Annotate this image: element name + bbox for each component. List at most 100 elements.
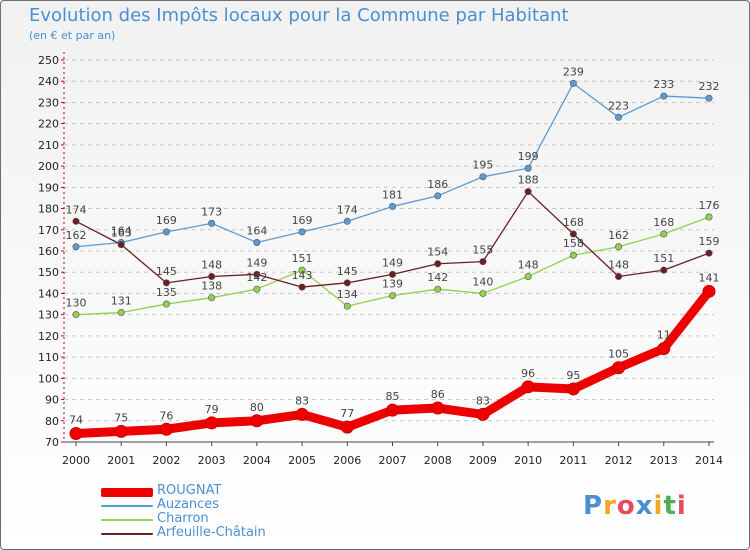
x-tick-label: 2004 (243, 454, 271, 467)
data-label-arfeuille-ch-tain: 149 (246, 256, 267, 269)
data-point-charron (615, 243, 623, 251)
y-tick-label: 230 (38, 96, 59, 109)
y-tick-label: 110 (38, 351, 59, 364)
data-point-rougnat (702, 284, 716, 298)
data-point-arfeuille-ch-tain (208, 272, 216, 280)
data-label-arfeuille-ch-tain: 148 (201, 258, 222, 271)
x-tick-label: 2014 (695, 454, 723, 467)
logo-letter: i (676, 491, 687, 521)
data-label-charron: 142 (427, 271, 448, 284)
data-point-auzances (615, 113, 623, 121)
data-label-charron: 162 (608, 229, 629, 242)
y-tick-label: 70 (45, 436, 59, 449)
data-label-auzances: 173 (201, 205, 222, 218)
data-point-auzances (434, 192, 442, 200)
data-point-charron (479, 289, 487, 297)
data-label-auzances: 181 (382, 188, 403, 201)
data-point-arfeuille-ch-tain (434, 260, 442, 268)
data-point-arfeuille-ch-tain (569, 230, 577, 238)
data-label-rougnat: 76 (159, 409, 173, 422)
data-label-arfeuille-ch-tain: 155 (472, 244, 493, 257)
y-tick-label: 120 (38, 330, 59, 343)
data-point-arfeuille-ch-tain (615, 272, 623, 280)
data-point-rougnat (386, 403, 399, 417)
legend-swatch-arfeuille-chatain (101, 533, 153, 535)
data-point-charron (434, 285, 442, 293)
y-tick-label: 160 (38, 245, 59, 258)
data-point-auzances (343, 217, 351, 225)
data-label-arfeuille-ch-tain: 145 (337, 265, 358, 278)
data-label-rougnat: 75 (114, 411, 128, 424)
logo-letter: x (635, 491, 654, 521)
data-label-arfeuille-ch-tain: 151 (653, 252, 674, 265)
data-label-arfeuille-ch-tain: 168 (563, 216, 584, 229)
x-tick-label: 2008 (424, 454, 452, 467)
y-tick-label: 100 (38, 372, 59, 385)
data-label-auzances: 174 (337, 203, 358, 216)
data-point-rougnat (250, 414, 264, 428)
legend-swatch-auzances (101, 505, 153, 507)
data-label-arfeuille-ch-tain: 143 (292, 269, 313, 282)
data-point-arfeuille-ch-tain (253, 270, 261, 278)
data-label-auzances: 195 (472, 159, 493, 172)
data-label-charron: 148 (518, 258, 539, 271)
x-tick-label: 2010 (514, 454, 542, 467)
data-point-auzances (660, 92, 668, 100)
data-label-arfeuille-ch-tain: 149 (382, 256, 403, 269)
data-point-rougnat (340, 420, 354, 434)
data-point-auzances (388, 202, 396, 210)
data-label-auzances: 164 (246, 225, 267, 238)
legend-swatch-charron (101, 519, 153, 521)
data-label-rougnat: 95 (566, 369, 580, 382)
data-point-auzances (705, 94, 713, 102)
data-point-auzances (569, 79, 577, 87)
data-point-charron (72, 311, 80, 319)
data-label-rougnat: 83 (476, 394, 490, 407)
x-tick-label: 2001 (107, 454, 135, 467)
data-label-charron: 131 (111, 295, 132, 308)
data-point-auzances (72, 243, 80, 251)
data-label-rougnat: 77 (340, 407, 354, 420)
data-labels: 162 164 169 173 164 169 174 181 186 195 199 239 223 2… (66, 65, 720, 426)
data-label-rougnat: 85 (386, 390, 400, 403)
data-point-charron (343, 302, 351, 310)
data-label-charron: 130 (66, 297, 87, 310)
x-tick-label: 2002 (152, 454, 180, 467)
legend-label-rougnat: ROUGNAT (157, 483, 222, 498)
data-label-charron: 134 (337, 288, 358, 301)
y-tick-label: 130 (38, 309, 59, 322)
data-label-rougnat: 80 (250, 401, 264, 414)
x-tick-label: 2006 (333, 454, 361, 467)
data-label-auzances: 186 (427, 178, 448, 191)
data-point-rougnat (566, 382, 580, 396)
data-point-arfeuille-ch-tain (388, 270, 396, 278)
data-label-rougnat: 79 (205, 403, 219, 416)
data-point-arfeuille-ch-tain (524, 188, 532, 196)
data-point-rougnat (476, 407, 490, 421)
data-point-arfeuille-ch-tain (705, 249, 713, 257)
data-label-auzances: 223 (608, 99, 629, 112)
data-label-charron: 151 (292, 252, 313, 265)
data-point-rougnat (657, 342, 671, 356)
data-label-auzances: 169 (292, 214, 313, 227)
y-tick-label: 250 (38, 54, 59, 67)
data-label-rougnat: 74 (69, 414, 83, 427)
y-tick-label: 180 (38, 203, 59, 216)
chart-subtitle: (en € et par an) (29, 29, 116, 42)
y-tick-label: 90 (45, 394, 59, 407)
data-point-charron (298, 266, 306, 274)
data-point-auzances (298, 228, 306, 236)
y-tick-label: 80 (45, 415, 59, 428)
data-point-charron (660, 230, 668, 238)
data-point-arfeuille-ch-tain (162, 279, 170, 287)
data-label-rougnat: 11 (657, 329, 671, 342)
data-point-rougnat (431, 401, 445, 415)
data-point-rougnat (114, 424, 128, 438)
legend-label-auzances: Auzances (157, 497, 220, 512)
data-label-auzances: 233 (653, 78, 674, 91)
data-label-charron: 139 (382, 278, 403, 291)
data-label-charron: 138 (201, 280, 222, 293)
data-point-charron (388, 292, 396, 300)
